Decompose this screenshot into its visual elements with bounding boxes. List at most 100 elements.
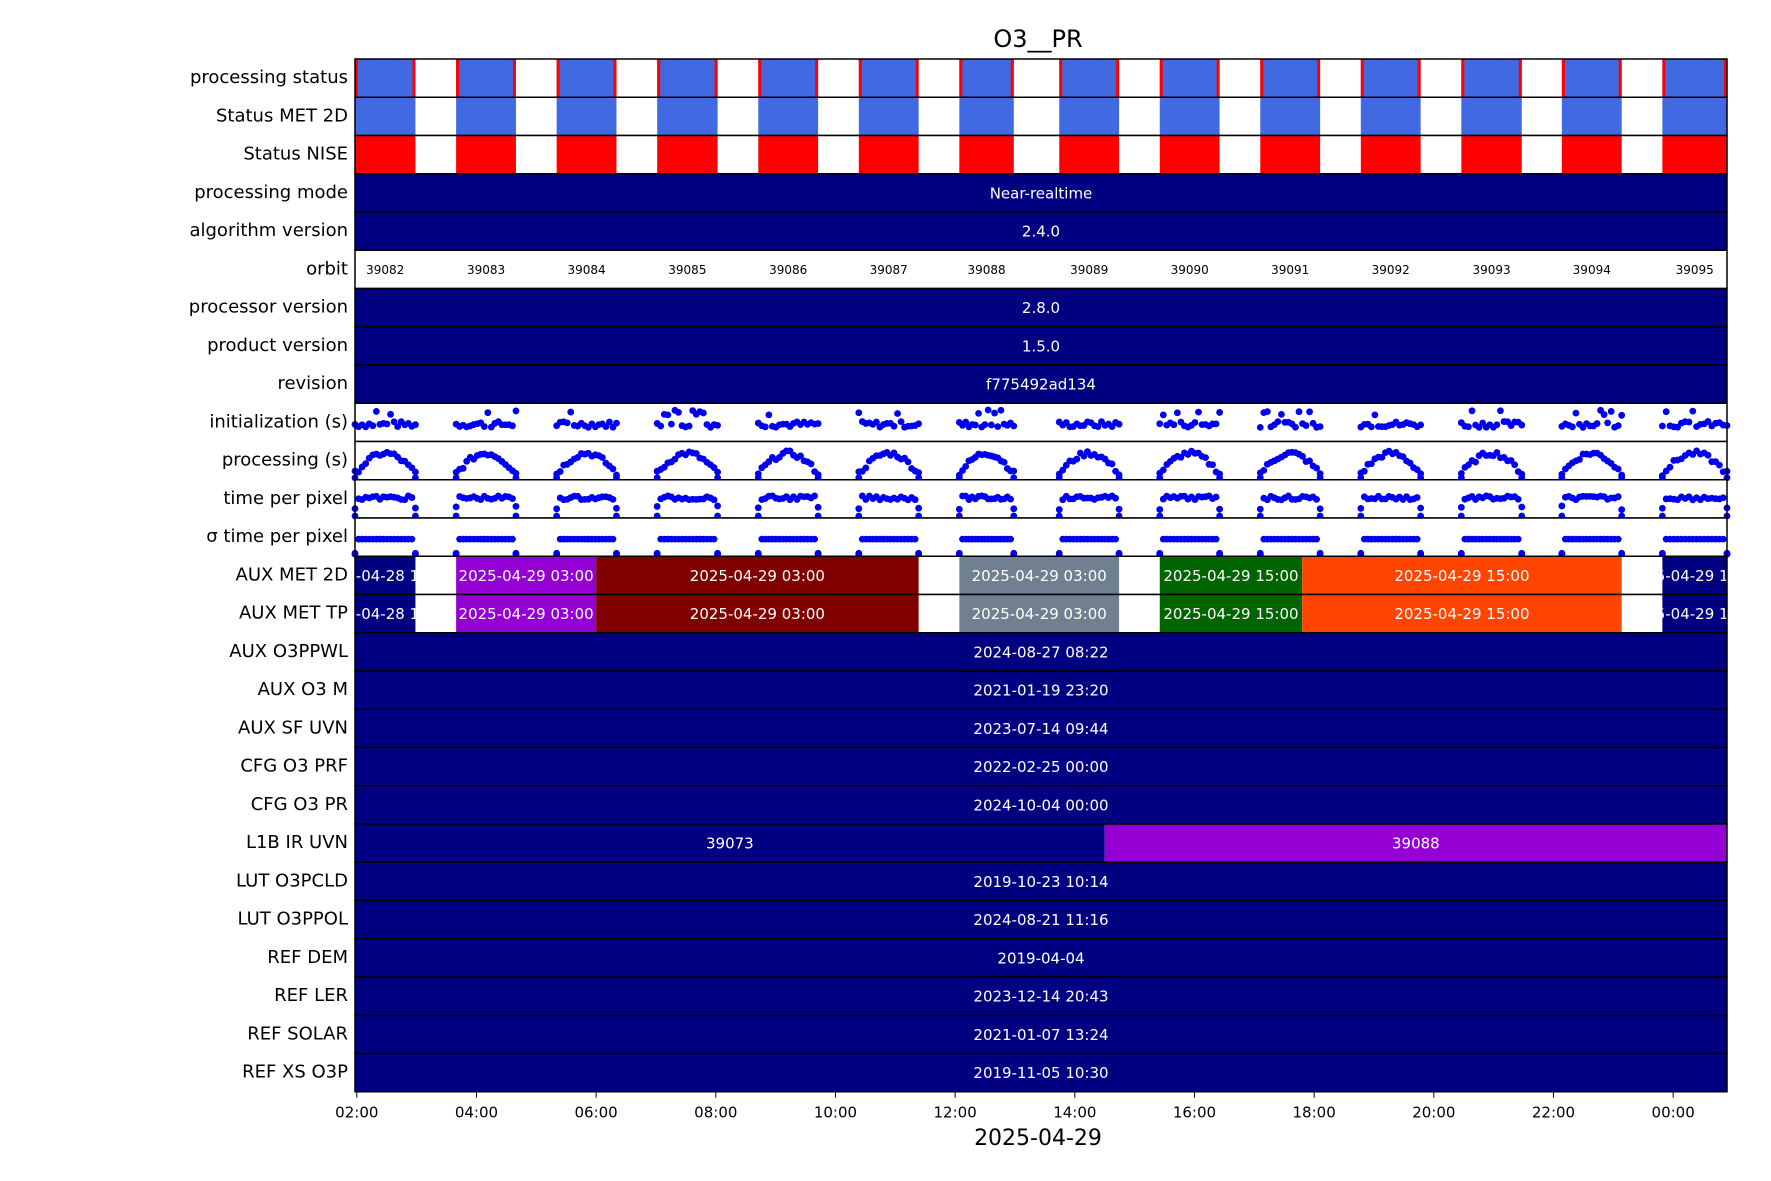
scatter-point	[613, 419, 620, 427]
status-block	[959, 97, 1014, 136]
status-edge-start	[355, 59, 358, 98]
scatter-point	[811, 492, 818, 500]
scatter-point	[955, 505, 963, 513]
scatter-point	[1159, 411, 1167, 419]
x-tick-label: 22:00	[1532, 1103, 1575, 1121]
status-edge-end	[412, 59, 416, 98]
status-block	[657, 97, 718, 136]
band-segment	[959, 594, 1120, 633]
scatter-point	[459, 464, 467, 472]
segment-label: 2024-10-04 00:00	[973, 796, 1108, 814]
scatter-point	[1000, 458, 1008, 466]
scatter-point	[1007, 495, 1014, 503]
scatter-point	[1202, 454, 1209, 462]
x-tick-label: 14:00	[1053, 1103, 1096, 1121]
scatter-point	[807, 460, 815, 468]
segment-label: 2019-11-05 10:30	[973, 1064, 1108, 1082]
scatter-point	[1313, 464, 1321, 472]
row-label: CFG O3 PR	[251, 794, 348, 815]
scatter-point	[609, 495, 617, 503]
scatter-point	[1417, 421, 1425, 429]
scatter-point	[1073, 455, 1081, 463]
scatter-point	[1378, 453, 1386, 461]
orbit-label: 39084	[567, 263, 605, 277]
band-segment	[355, 671, 1727, 710]
status-block	[556, 59, 617, 98]
row-2	[354, 134, 1728, 175]
band-segment	[355, 556, 416, 595]
scatter-point	[915, 469, 923, 477]
scatter-point	[1614, 535, 1622, 543]
row-14: 2025-04-28 15:00 2025-04-29 03:00 2025-04-…	[354, 593, 1762, 634]
scatter-point	[509, 535, 516, 543]
scatter-point	[1514, 495, 1522, 503]
scatter-point	[512, 502, 520, 510]
scatter-point	[1010, 422, 1018, 430]
status-block	[959, 59, 1014, 98]
band-segment	[1302, 556, 1622, 595]
row-25: 2021-01-07 13:24	[354, 1014, 1728, 1055]
scatter-point	[1212, 493, 1220, 501]
orbit-label: 39087	[870, 263, 908, 277]
x-tick-label: 12:00	[934, 1103, 977, 1121]
scatter-point	[1007, 535, 1014, 543]
status-edge-end	[1417, 59, 1421, 98]
status-edge-end	[915, 59, 919, 98]
row-background	[355, 441, 1727, 480]
scatter-point	[369, 422, 377, 430]
row-label: processing mode	[194, 182, 348, 203]
scatter-point	[452, 503, 460, 511]
row-15: 2024-08-27 08:22	[354, 632, 1728, 672]
band-segment	[1302, 594, 1622, 633]
status-block	[1159, 135, 1220, 174]
scatter-point	[355, 468, 362, 476]
scatter-point	[915, 504, 923, 512]
scatter-point	[1295, 408, 1303, 416]
band-segment	[456, 594, 597, 633]
row-label: AUX SF UVN	[238, 717, 348, 738]
segment-label: 2025-04-29 03:00	[690, 567, 825, 585]
scatter-point	[512, 407, 520, 415]
segment-label: 2025-04-29 15:00	[1394, 605, 1529, 623]
scatter-point	[387, 410, 394, 418]
scatter-point	[383, 420, 391, 428]
segment-label: 2021-01-07 13:24	[973, 1026, 1108, 1044]
row-label: revision	[277, 373, 348, 394]
status-edge-end	[714, 59, 718, 98]
x-tick-label: 04:00	[455, 1103, 498, 1121]
row-label: σ time per pixel	[206, 526, 348, 547]
scatter-point	[1406, 459, 1414, 467]
scatter-point	[1170, 421, 1178, 429]
scatter-point	[390, 418, 398, 426]
row-10	[351, 440, 1731, 482]
scatter-point	[1493, 449, 1501, 456]
band-segment	[355, 1015, 1727, 1054]
band-segment	[355, 785, 1727, 824]
scatter-point	[1094, 423, 1102, 430]
scatter-point	[1514, 535, 1522, 543]
scatter-point	[855, 505, 863, 513]
row-label: L1B IR UVN	[246, 832, 348, 853]
status-edge-end	[1116, 59, 1120, 98]
segment-label: 2025-04-29 15:00	[1627, 605, 1762, 623]
scatter-point	[962, 418, 970, 426]
scatter-point	[1569, 423, 1576, 431]
status-block	[1461, 135, 1522, 174]
scatter-point	[1413, 494, 1421, 501]
row-7: 1.5.0	[354, 326, 1728, 366]
band-segment	[355, 173, 1727, 212]
scatter-point	[1306, 457, 1313, 465]
scatter-point	[1518, 503, 1526, 511]
band-segment	[596, 556, 919, 595]
band-segment	[355, 862, 1727, 901]
segment-label: 39088	[1392, 835, 1440, 853]
row-20: 39073 39088	[354, 823, 1728, 863]
status-block	[858, 97, 919, 136]
status-block	[1662, 135, 1727, 174]
scatter-point	[984, 406, 992, 414]
scatter-point	[664, 411, 672, 419]
row-label: CFG O3 PRF	[240, 756, 348, 777]
status-block	[758, 135, 819, 174]
orbit-label: 39094	[1573, 263, 1611, 277]
orbit-label: 39083	[467, 263, 505, 277]
